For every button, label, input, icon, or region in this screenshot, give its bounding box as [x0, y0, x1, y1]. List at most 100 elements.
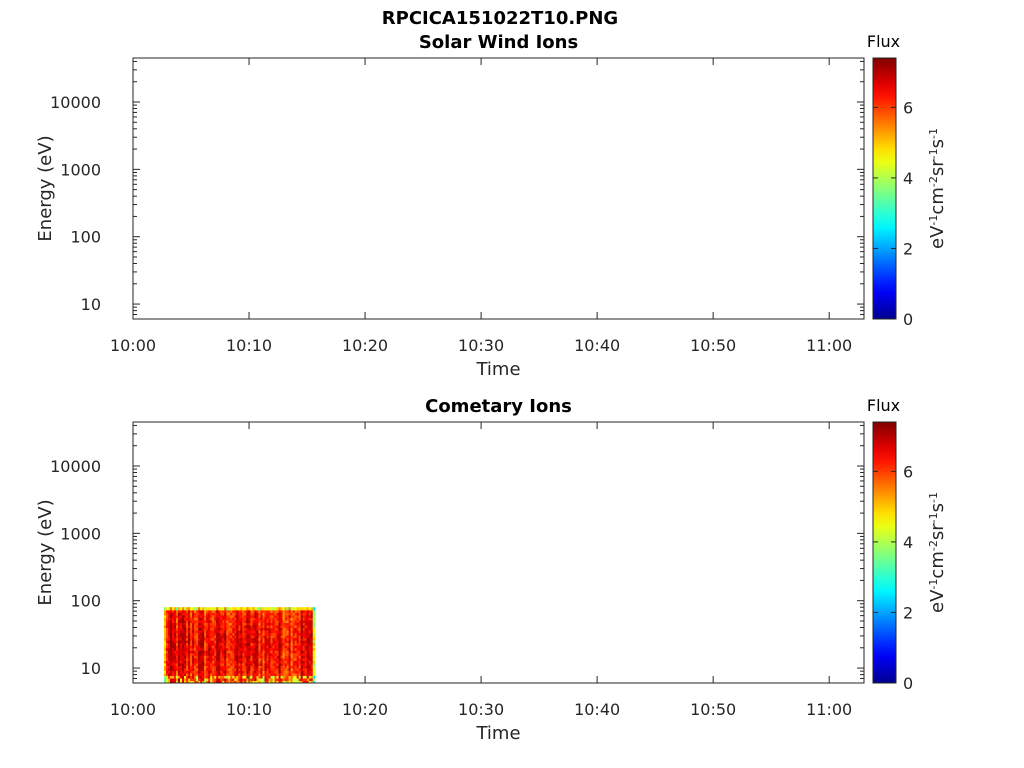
heatmap-cell [192, 624, 195, 629]
heatmap-cell [176, 660, 179, 664]
heatmap-cell [264, 645, 268, 649]
heatmap-cell [282, 624, 286, 629]
heatmap-cell [286, 680, 290, 683]
heatmap-cell [280, 609, 284, 613]
heatmap-cell [167, 657, 171, 661]
heatmap-cell [278, 624, 282, 629]
heatmap-cell [268, 614, 272, 618]
heatmap-cell [276, 647, 280, 651]
heatmap-cell [308, 635, 312, 639]
heatmap-cell [230, 657, 233, 661]
heatmap-cell [224, 614, 227, 618]
heatmap-cell [308, 662, 312, 666]
heatmap-cell [256, 609, 260, 613]
heatmap-cell [216, 632, 219, 636]
heatmap-cell [210, 652, 213, 656]
heatmap-cell [169, 619, 173, 623]
heatmap-cell [298, 617, 302, 621]
heatmap-cell [218, 642, 221, 646]
heatmap-cell [226, 652, 229, 656]
heatmap-cell [296, 617, 300, 621]
heatmap-cell [256, 612, 260, 616]
heatmap-cell [248, 675, 252, 679]
heatmap-cell [169, 677, 173, 682]
heatmap-cell [270, 662, 274, 666]
heatmap-cell [278, 645, 282, 649]
heatmap-cell [216, 607, 219, 611]
heatmap-cell [171, 652, 175, 656]
heatmap-cell [222, 635, 225, 639]
heatmap-cell [292, 677, 296, 682]
x-tick-label: 10:50 [690, 700, 736, 719]
heatmap-cell [252, 617, 256, 621]
heatmap-cell [232, 629, 235, 634]
heatmap-cell [256, 617, 260, 621]
heatmap-cell [196, 662, 199, 666]
heatmap-cell [282, 612, 286, 616]
heatmap-cell [182, 627, 185, 631]
heatmap-cell [290, 619, 294, 623]
heatmap-cell [304, 667, 308, 671]
heatmap-cell [238, 677, 241, 682]
heatmap-cell [284, 624, 288, 629]
heatmap-cell [220, 660, 223, 664]
heatmap-cell [240, 650, 243, 654]
heatmap-cell [212, 680, 215, 683]
y-axis-label: Energy (eV) [35, 135, 56, 241]
axes-frame [132, 421, 865, 684]
heatmap-cell [224, 617, 227, 621]
heatmap-cell [169, 617, 173, 621]
heatmap-cell [174, 642, 177, 646]
heatmap-cell [190, 647, 193, 651]
heatmap-cell [194, 642, 197, 646]
heatmap-cell [266, 657, 270, 661]
heatmap-cell [184, 622, 187, 626]
heatmap-cell [184, 617, 187, 621]
heatmap-cell [260, 650, 264, 654]
heatmap-cell [222, 624, 225, 629]
heatmap-cell [276, 637, 280, 641]
heatmap-cell [236, 642, 239, 646]
heatmap-cell [196, 614, 199, 618]
heatmap-cell [182, 672, 185, 677]
heatmap-cell [278, 657, 282, 661]
heatmap-cell [178, 607, 181, 611]
heatmap-cell [222, 650, 225, 654]
heatmap-cells [163, 607, 316, 683]
heatmap-cell [242, 650, 245, 654]
heatmap-cell [206, 660, 209, 664]
heatmap-cell [298, 647, 302, 651]
heatmap-cell [308, 647, 312, 651]
heatmap-cell [174, 622, 177, 626]
heatmap-cell [194, 624, 197, 629]
heatmap-cell [248, 617, 252, 621]
heatmap-cell [230, 627, 233, 631]
heatmap-cell [282, 647, 286, 651]
heatmap-cell [240, 652, 243, 656]
heatmap-cell [165, 652, 169, 656]
heatmap-cell [298, 635, 302, 639]
heatmap-cell [204, 657, 207, 661]
heatmap-cell [278, 675, 282, 679]
heatmap-cell [284, 672, 288, 677]
heatmap-cell [186, 660, 189, 664]
heatmap-cell [302, 617, 306, 621]
heatmap-cell [220, 650, 223, 654]
heatmap-cell [244, 619, 247, 623]
heatmap-cell [284, 614, 288, 618]
heatmap-cell [216, 672, 219, 677]
heatmap-cell [266, 635, 270, 639]
heatmap-cell [163, 624, 167, 629]
heatmap-cell [266, 607, 270, 611]
heatmap-cell [308, 652, 312, 656]
heatmap-cell [216, 622, 219, 626]
heatmap-cell [236, 627, 239, 631]
heatmap-cell [200, 655, 203, 659]
heatmap-cell [276, 652, 280, 656]
heatmap-cell [176, 677, 179, 682]
heatmap-cell [198, 614, 201, 618]
heatmap-cell [294, 665, 298, 669]
heatmap-cell [294, 612, 298, 616]
heatmap-cell [208, 617, 211, 621]
